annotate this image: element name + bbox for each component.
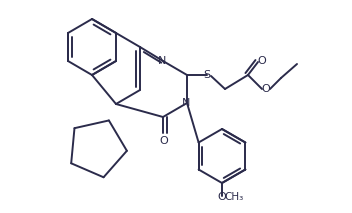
Text: O: O [159,136,168,146]
Text: O: O [218,192,226,202]
Text: S: S [203,70,210,80]
Text: N: N [158,56,166,66]
Text: O: O [262,84,270,94]
Text: N: N [182,98,190,108]
Text: CH₃: CH₃ [224,192,244,202]
Text: O: O [258,56,266,66]
